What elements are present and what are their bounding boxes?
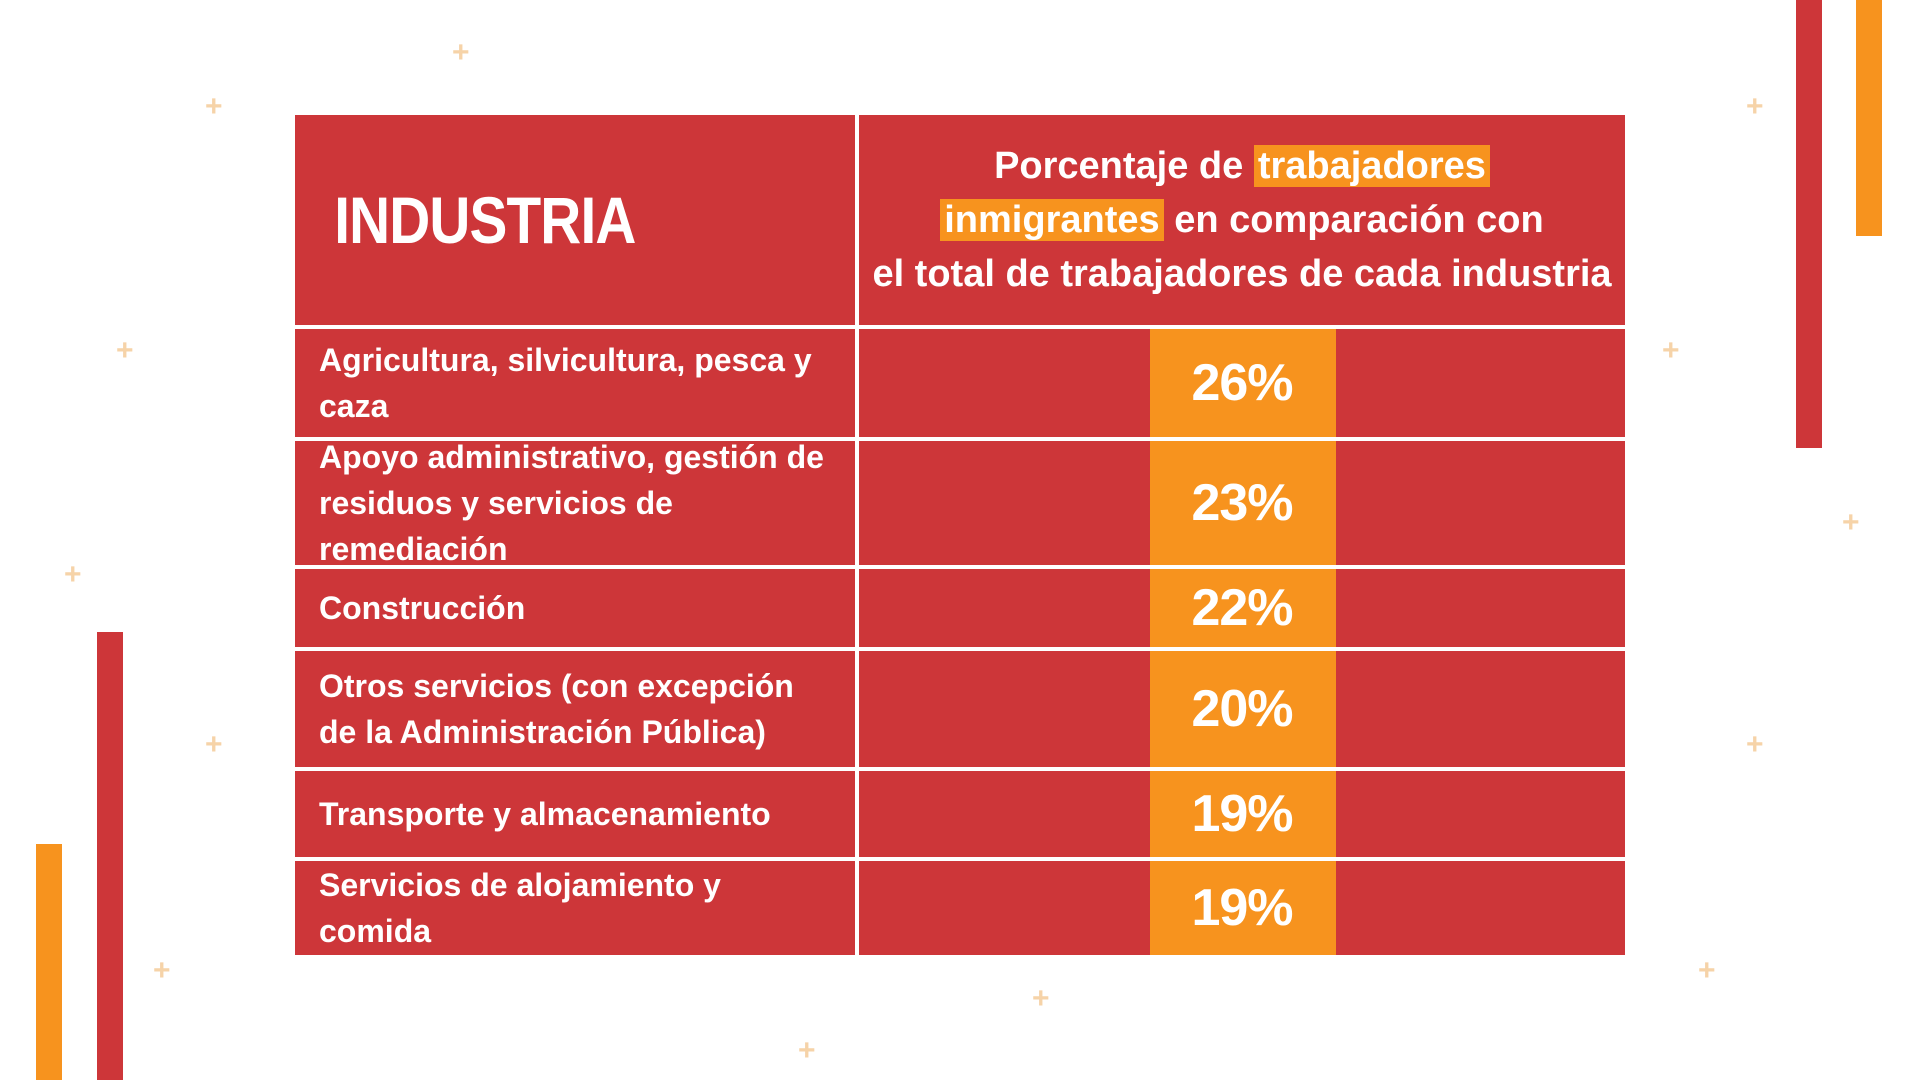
percentage-value: 23% xyxy=(1191,474,1293,532)
percentage-value: 26% xyxy=(1191,354,1293,412)
decorative-bar-red-left xyxy=(97,632,123,1080)
plus-icon: + xyxy=(1746,728,1764,761)
decorative-bar-red-right xyxy=(1796,0,1822,448)
percentage-cell: 20% xyxy=(859,651,1625,767)
table-row: Apoyo administrativo, gestión de residuo… xyxy=(295,439,1625,567)
plus-icon: + xyxy=(1842,506,1860,539)
table-row: Servicios de alojamiento y comida 19% xyxy=(295,861,1625,955)
industry-label: Otros servicios (con excepción de la Adm… xyxy=(295,651,855,767)
highlight-column xyxy=(1150,569,1336,647)
highlight-column xyxy=(1150,651,1336,767)
percentage-value: 19% xyxy=(1191,879,1293,937)
header-percentage-cell: Porcentaje de trabajadores inmigrantes e… xyxy=(859,115,1625,325)
plus-icon: + xyxy=(1698,954,1716,987)
percentage-cell: 22% xyxy=(859,569,1625,647)
plus-icon: + xyxy=(153,954,171,987)
plus-icon: + xyxy=(452,36,470,69)
header-industry-cell: INDUSTRIA xyxy=(295,115,855,325)
plus-icon: + xyxy=(1032,982,1050,1015)
decorative-bar-orange-right xyxy=(1856,0,1882,236)
table-row: Otros servicios (con excepción de la Adm… xyxy=(295,651,1625,767)
percentage-value: 22% xyxy=(1191,579,1293,637)
header-highlight: trabajadores xyxy=(1253,145,1490,187)
industry-name: Construcción xyxy=(319,590,526,626)
header-text: Porcentaje de xyxy=(994,145,1254,187)
header-line-2: inmigrantes en comparación con xyxy=(940,193,1544,247)
highlight-column xyxy=(1150,771,1336,857)
table-row: Transporte y almacenamiento 19% xyxy=(295,771,1625,857)
plus-icon: + xyxy=(1662,334,1680,367)
table-header-row: INDUSTRIA Porcentaje de trabajadores inm… xyxy=(295,115,1625,325)
highlight-column xyxy=(1150,441,1336,565)
decorative-bar-orange-left xyxy=(36,844,62,1080)
table-row: Construcción 22% xyxy=(295,569,1625,647)
plus-icon: + xyxy=(116,334,134,367)
industry-label: Construcción xyxy=(295,569,855,647)
table-row: Agricultura, silvicultura, pesca y caza … xyxy=(295,329,1625,437)
plus-icon: + xyxy=(798,1034,816,1067)
industry-name: Otros servicios (con excepción de la Adm… xyxy=(319,668,794,750)
industry-name: Agricultura, silvicultura, pesca y caza xyxy=(319,342,812,424)
header-line-1: Porcentaje de trabajadores xyxy=(994,139,1490,193)
percentage-cell: 23% xyxy=(859,441,1625,565)
highlight-column xyxy=(1150,861,1336,955)
percentage-cell: 26% xyxy=(859,329,1625,437)
industry-label: Transporte y almacenamiento xyxy=(295,771,855,857)
percentage-value: 20% xyxy=(1191,680,1293,738)
header-text: en comparación con xyxy=(1163,199,1544,241)
industry-label: Servicios de alojamiento y comida xyxy=(295,861,855,955)
industry-label: Apoyo administrativo, gestión de residuo… xyxy=(295,439,855,567)
industry-name: Servicios de alojamiento y comida xyxy=(319,867,721,949)
header-industry: INDUSTRIA xyxy=(334,183,636,257)
industry-name: Transporte y almacenamiento xyxy=(319,796,771,832)
highlight-column xyxy=(1150,329,1336,437)
industry-name: Apoyo administrativo, gestión de residuo… xyxy=(319,439,824,567)
plus-icon: + xyxy=(64,558,82,591)
header-highlight: inmigrantes xyxy=(940,199,1164,241)
header-line-3: el total de trabajadores de cada industr… xyxy=(872,253,1612,295)
plus-icon: + xyxy=(205,728,223,761)
industry-label: Agricultura, silvicultura, pesca y caza xyxy=(295,329,855,437)
plus-icon: + xyxy=(205,90,223,123)
percentage-value: 19% xyxy=(1191,785,1293,843)
percentage-cell: 19% xyxy=(859,771,1625,857)
industry-table: INDUSTRIA Porcentaje de trabajadores inm… xyxy=(295,115,1625,955)
plus-icon: + xyxy=(1746,90,1764,123)
percentage-cell: 19% xyxy=(859,861,1625,955)
